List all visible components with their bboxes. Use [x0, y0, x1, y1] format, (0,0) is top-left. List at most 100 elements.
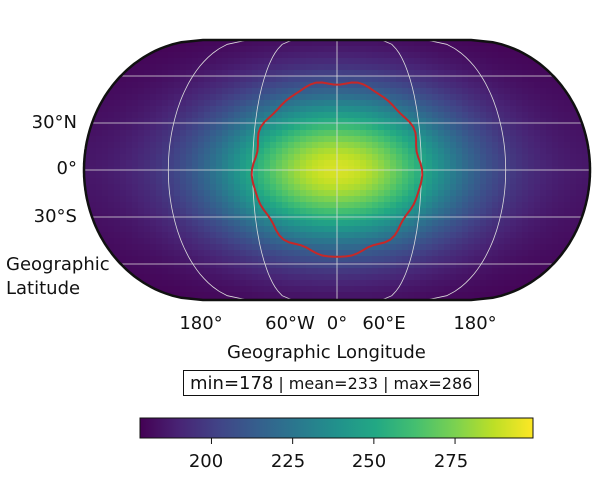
- field-cell: [546, 88, 553, 95]
- field-cell: [576, 172, 583, 179]
- field-cell: [270, 40, 277, 47]
- field-cell: [198, 160, 205, 167]
- field-cell: [330, 262, 337, 269]
- field-cell: [552, 118, 559, 125]
- field-cell: [264, 256, 271, 263]
- field-cell: [288, 226, 295, 233]
- field-cell: [570, 142, 577, 149]
- field-cell: [198, 262, 205, 269]
- field-cell: [318, 64, 325, 71]
- field-cell: [222, 244, 229, 251]
- field-cell: [276, 172, 283, 179]
- field-cell: [294, 202, 301, 209]
- field-cell: [330, 148, 337, 155]
- field-cell: [534, 52, 541, 59]
- field-cell: [318, 202, 325, 209]
- field-cell: [498, 70, 505, 77]
- field-cell: [366, 106, 373, 113]
- field-cell: [312, 82, 319, 89]
- field-cell: [252, 52, 259, 59]
- field-cell: [504, 202, 511, 209]
- field-cell: [552, 58, 559, 65]
- field-cell: [264, 40, 271, 47]
- field-cell: [126, 100, 133, 107]
- field-cell: [174, 70, 181, 77]
- field-cell: [96, 178, 103, 185]
- field-cell: [492, 118, 499, 125]
- field-cell: [288, 286, 295, 293]
- field-cell: [150, 166, 157, 173]
- field-cell: [210, 184, 217, 191]
- field-cell: [450, 280, 457, 287]
- field-cell: [282, 154, 289, 161]
- field-cell: [474, 202, 481, 209]
- field-cell: [468, 100, 475, 107]
- field-cell: [198, 130, 205, 137]
- field-cell: [228, 70, 235, 77]
- field-cell: [420, 208, 427, 215]
- field-cell: [438, 52, 445, 59]
- field-cell: [222, 154, 229, 161]
- field-cell: [384, 64, 391, 71]
- field-cell: [480, 292, 487, 299]
- field-cell: [186, 262, 193, 269]
- field-cell: [522, 178, 529, 185]
- field-cell: [588, 46, 590, 53]
- field-cell: [384, 154, 391, 161]
- field-cell: [270, 262, 277, 269]
- field-cell: [120, 292, 127, 299]
- field-cell: [468, 232, 475, 239]
- field-cell: [162, 256, 169, 263]
- field-cell: [516, 70, 523, 77]
- field-cell: [504, 238, 511, 245]
- field-cell: [192, 124, 199, 131]
- field-cell: [180, 208, 187, 215]
- field-cell: [276, 274, 283, 281]
- field-cell: [588, 202, 590, 209]
- field-cell: [102, 238, 109, 245]
- field-cell: [582, 58, 589, 65]
- field-cell: [366, 256, 373, 263]
- field-cell: [84, 280, 91, 287]
- field-cell: [348, 46, 355, 53]
- field-cell: [492, 52, 499, 59]
- field-cell: [552, 202, 559, 209]
- field-cell: [492, 46, 499, 53]
- field-cell: [198, 292, 205, 299]
- field-cell: [156, 208, 163, 215]
- field-cell: [360, 40, 367, 47]
- field-cell: [576, 166, 583, 173]
- field-cell: [432, 112, 439, 119]
- field-cell: [576, 88, 583, 95]
- field-cell: [180, 196, 187, 203]
- field-cell: [138, 124, 145, 131]
- field-cell: [588, 112, 590, 119]
- field-cell: [450, 184, 457, 191]
- field-cell: [414, 130, 421, 137]
- field-cell: [102, 292, 109, 299]
- field-cell: [372, 196, 379, 203]
- field-cell: [456, 250, 463, 257]
- field-cell: [174, 52, 181, 59]
- field-cell: [522, 172, 529, 179]
- field-cell: [522, 112, 529, 119]
- field-cell: [108, 232, 115, 239]
- field-cell: [582, 268, 589, 275]
- field-cell: [90, 130, 97, 137]
- field-cell: [588, 40, 590, 47]
- field-cell: [408, 280, 415, 287]
- field-cell: [198, 202, 205, 209]
- field-cell: [528, 100, 535, 107]
- field-cell: [414, 172, 421, 179]
- field-cell: [222, 166, 229, 173]
- field-cell: [444, 166, 451, 173]
- field-cell: [240, 232, 247, 239]
- field-cell: [456, 184, 463, 191]
- field-cell: [432, 70, 439, 77]
- field-cell: [384, 226, 391, 233]
- field-cell: [432, 148, 439, 155]
- field-cell: [378, 178, 385, 185]
- field-cell: [156, 238, 163, 245]
- field-cell: [486, 118, 493, 125]
- field-cell: [126, 130, 133, 137]
